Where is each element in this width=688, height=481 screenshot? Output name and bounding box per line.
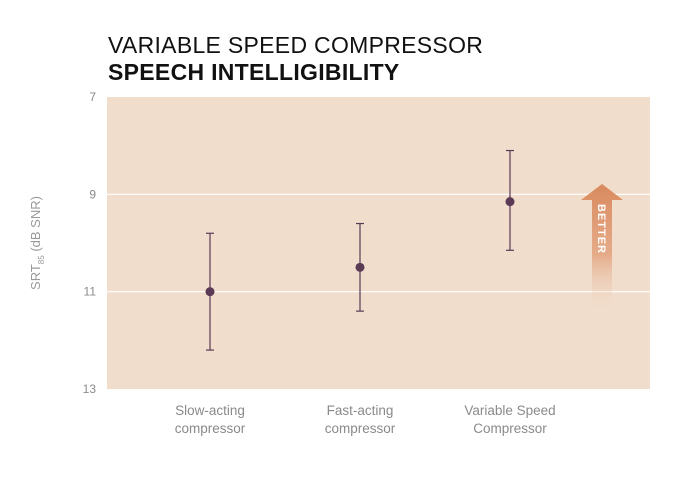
data-point (205, 287, 215, 297)
x-category-label: compressor (175, 421, 246, 436)
y-tick-label: 7 (89, 90, 96, 104)
better-label: BETTER (595, 204, 607, 254)
data-point (505, 197, 515, 207)
x-axis-categories: Slow-acting compressor Fast-acting compress… (175, 403, 556, 436)
better-arrow: BETTER (581, 184, 623, 312)
chart-title: VARIABLE SPEED COMPRESSOR (108, 32, 484, 58)
x-category-label: compressor (325, 421, 396, 436)
plot-area (107, 97, 650, 389)
y-tick-label: 9 (89, 187, 96, 201)
data-point (355, 262, 365, 272)
y-axis-ticks: 7 9 11 13 (83, 90, 97, 396)
chart-subtitle: SPEECH INTELLIGIBILITY (108, 59, 400, 85)
y-axis-label: SRT85 (dB SNR) (28, 196, 46, 290)
y-axis-title: SRT85 (dB SNR) (28, 196, 46, 290)
y-tick-label: 11 (84, 285, 97, 299)
x-category-label: Variable Speed (464, 403, 555, 418)
y-tick-label: 13 (83, 382, 97, 396)
x-category-label: Compressor (473, 421, 547, 436)
gridlines (107, 193, 650, 293)
x-category-label: Slow-acting (175, 403, 245, 418)
x-category-label: Fast-acting (327, 403, 394, 418)
better-arrow-shape (581, 184, 623, 312)
data-series (205, 149, 515, 351)
